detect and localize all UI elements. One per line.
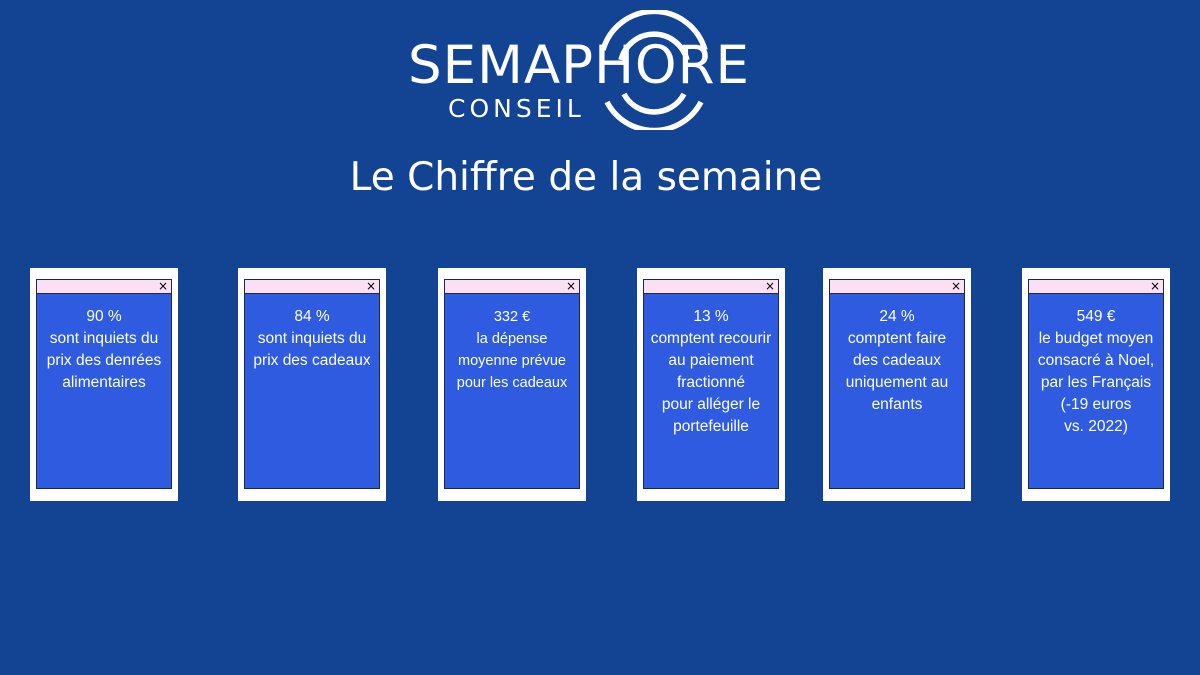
logo-rings-icon bbox=[600, 10, 708, 130]
stat-figure: 13 % bbox=[693, 308, 729, 325]
stat-window: × 13 % comptent recourir au paiement fra… bbox=[643, 279, 779, 489]
stat-window: × 332 € la dépense moyenne prévue pour l… bbox=[444, 279, 580, 489]
close-icon[interactable]: × bbox=[1149, 279, 1160, 293]
window-titlebar: × bbox=[1029, 279, 1163, 294]
stat-body: 13 % comptent recourir au paiement fract… bbox=[644, 294, 778, 438]
close-icon[interactable]: × bbox=[565, 279, 576, 293]
close-icon[interactable]: × bbox=[950, 279, 961, 293]
stat-window: × 84 % sont inquiets du prix des cadeaux bbox=[244, 279, 380, 489]
stat-description: la dépense moyenne prévue pour les cadea… bbox=[456, 331, 568, 391]
stat-card-6: × 549 € le budget moyen consacré à Noel,… bbox=[1022, 268, 1170, 501]
stat-figure: 84 % bbox=[294, 308, 330, 325]
window-titlebar: × bbox=[445, 279, 579, 294]
page-title: Le Chiffre de la semaine bbox=[349, 155, 823, 200]
stat-figure: 24 % bbox=[879, 308, 915, 325]
logo-wordmark: SEMAPHORE bbox=[408, 35, 750, 96]
close-icon[interactable]: × bbox=[365, 279, 376, 293]
stat-window: × 24 % comptent faire des cadeaux unique… bbox=[829, 279, 965, 489]
stat-body: 24 % comptent faire des cadeaux uniqueme… bbox=[830, 294, 964, 416]
stat-description: sont inquiets du prix des denrées alimen… bbox=[46, 330, 162, 391]
close-icon[interactable]: × bbox=[157, 279, 168, 293]
stat-card-5: × 24 % comptent faire des cadeaux unique… bbox=[823, 268, 971, 501]
close-icon[interactable]: × bbox=[764, 279, 775, 293]
stat-body: 332 € la dépense moyenne prévue pour les… bbox=[445, 294, 579, 394]
stat-card-4: × 13 % comptent recourir au paiement fra… bbox=[637, 268, 785, 501]
window-titlebar: × bbox=[37, 279, 171, 294]
stat-body: 84 % sont inquiets du prix des cadeaux bbox=[245, 294, 379, 372]
stat-description: sont inquiets du prix des cadeaux bbox=[253, 330, 371, 369]
stat-figure: 332 € bbox=[493, 309, 531, 325]
stat-figure: 549 € bbox=[1076, 308, 1116, 325]
stat-window: × 549 € le budget moyen consacré à Noel,… bbox=[1028, 279, 1164, 489]
stat-body: 90 % sont inquiets du prix des denrées a… bbox=[37, 294, 171, 394]
stat-card-1: × 90 % sont inquiets du prix des denrées… bbox=[30, 268, 178, 501]
semaphore-logo: SEMAPHORE CONSEIL bbox=[400, 10, 760, 130]
stat-description: comptent faire des cadeaux uniquement au… bbox=[845, 330, 949, 413]
window-titlebar: × bbox=[245, 279, 379, 294]
stat-window: × 90 % sont inquiets du prix des denrées… bbox=[36, 279, 172, 489]
stat-description: comptent recourir au paiement fractionné… bbox=[650, 330, 772, 435]
stat-body: 549 € le budget moyen consacré à Noel, p… bbox=[1029, 294, 1163, 438]
logo-subtitle: CONSEIL bbox=[448, 94, 585, 123]
stat-figure: 90 % bbox=[86, 308, 122, 325]
stat-card-3: × 332 € la dépense moyenne prévue pour l… bbox=[438, 268, 586, 501]
window-titlebar: × bbox=[830, 279, 964, 294]
stat-card-2: × 84 % sont inquiets du prix des cadeaux bbox=[238, 268, 386, 501]
window-titlebar: × bbox=[644, 279, 778, 294]
stat-description: le budget moyen consacré à Noel, par les… bbox=[1037, 330, 1155, 435]
